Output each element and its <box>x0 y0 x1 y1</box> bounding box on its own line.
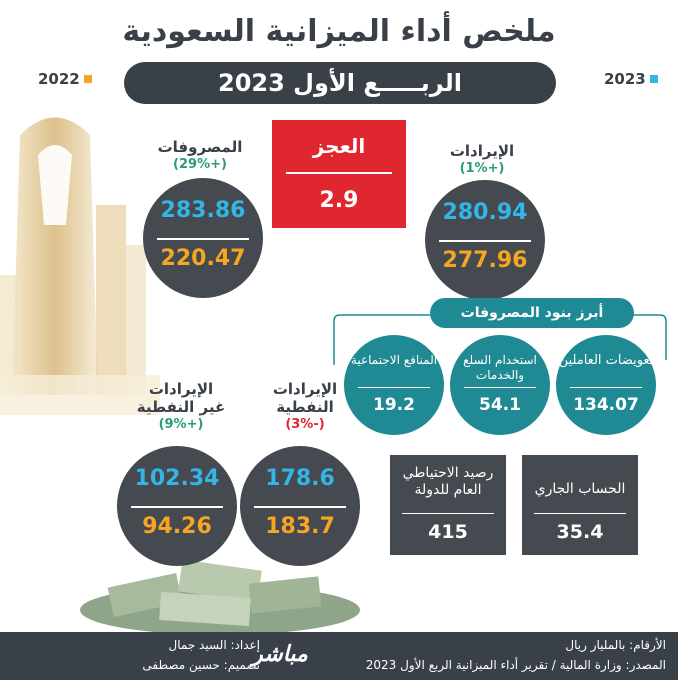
quarter-label: الربـــــع الأول 2023 <box>218 69 462 97</box>
quarter-banner: الربـــــع الأول 2023 <box>124 62 556 104</box>
footer-unit-note: الأرقام: بالمليار ريال <box>565 638 666 652</box>
oil-2022-value: 183.7 <box>265 514 335 539</box>
reserve-box: رصيد الاحتياطي العام للدولة 415 <box>390 455 506 555</box>
non-oil-label: الإيرادات غير النفطية (+9%) <box>106 380 256 434</box>
non-oil-subtitle: غير النفطية <box>136 398 226 416</box>
current-account-label: الحساب الجاري <box>534 481 626 497</box>
footer-source: المصدر: وزارة المالية / تقرير أداء الميز… <box>365 658 666 672</box>
top-expense-item: تعويضات العاملين 134.07 <box>556 335 656 435</box>
revenues-label: الإيرادات (+1%) <box>412 142 552 178</box>
skyline-illustration <box>0 117 160 415</box>
non-oil-2023-value: 102.34 <box>134 466 220 491</box>
expenses-2022-value: 220.47 <box>160 246 246 271</box>
revenues-circle: 280.94 277.96 <box>425 180 545 300</box>
page-title: ملخص أداء الميزانية السعودية <box>122 14 556 49</box>
legend-2023: 2023 <box>604 70 658 88</box>
top-expense-item: المنافع الاجتماعية 19.2 <box>344 335 444 435</box>
oil-subtitle: النفطية <box>276 398 334 416</box>
footer-designed-by: تصميم: حسين مصطفى <box>142 658 260 672</box>
revenues-2022-value: 277.96 <box>442 248 528 273</box>
current-account-value: 35.4 <box>556 521 604 543</box>
divider <box>131 506 223 508</box>
reserve-value: 415 <box>428 521 468 543</box>
revenues-change: (+1%) <box>459 161 505 176</box>
non-oil-title: الإيرادات <box>148 380 214 398</box>
oil-circle: 178.6 183.7 <box>240 446 360 566</box>
top-expense-item: استخدام السلع والخدمات 54.1 <box>450 335 550 435</box>
legend-2023-label: 2023 <box>604 70 646 88</box>
divider <box>402 513 494 514</box>
top-expenses-bracket <box>333 314 667 365</box>
deficit-label: العجز <box>312 134 366 158</box>
top-expense-label: المنافع الاجتماعية <box>350 353 438 367</box>
top-expense-value: 134.07 <box>573 395 639 415</box>
top-expense-label: تعويضات العاملين <box>558 353 654 368</box>
footer-prepared-by: إعداد: السيد جمال <box>168 638 261 652</box>
revenues-title: الإيرادات <box>449 142 515 160</box>
non-oil-circle: 102.34 94.26 <box>117 446 237 566</box>
deficit-value: 2.9 <box>319 188 359 213</box>
legend-2022: 2022 <box>38 70 92 88</box>
divider <box>570 387 642 388</box>
divider <box>464 387 536 388</box>
expenses-title: المصروفات <box>157 138 243 156</box>
top-expense-label: استخدام السلع والخدمات <box>463 353 537 382</box>
top-expense-value: 19.2 <box>373 395 415 415</box>
deficit-box: العجز 2.9 <box>272 120 406 228</box>
oil-label: الإيرادات النفطية (-3%) <box>230 380 380 434</box>
non-oil-2022-value: 94.26 <box>142 514 212 539</box>
expenses-circle: 283.86 220.47 <box>143 178 263 298</box>
legend-2022-label: 2022 <box>38 70 80 88</box>
divider <box>157 238 249 240</box>
expenses-label: المصروفات (+29%) <box>130 138 270 174</box>
divider <box>254 506 346 508</box>
divider <box>358 387 430 388</box>
legend-2023-swatch <box>649 75 658 83</box>
oil-change: (-3%) <box>285 417 325 432</box>
current-account-box: الحساب الجاري 35.4 <box>522 455 638 555</box>
divider <box>286 172 392 174</box>
money-pile-illustration <box>80 559 360 635</box>
top-expense-value: 54.1 <box>479 395 521 415</box>
top-expenses-title: أبرز بنود المصروفات <box>430 298 634 328</box>
oil-title: الإيرادات <box>272 380 338 398</box>
revenues-2023-value: 280.94 <box>442 200 528 225</box>
footer: إعداد: السيد جمال تصميم: حسين مصطفى مباش… <box>0 632 678 680</box>
non-oil-change: (+9%) <box>158 417 204 432</box>
expenses-change: (+29%) <box>173 157 227 172</box>
expenses-2023-value: 283.86 <box>160 198 246 223</box>
divider <box>534 513 626 514</box>
mubasher-logo: مباشر <box>252 642 308 667</box>
legend-2022-swatch <box>83 75 92 83</box>
oil-2023-value: 178.6 <box>265 466 335 491</box>
divider <box>439 240 531 242</box>
reserve-label: رصيد الاحتياطي العام للدولة <box>402 465 494 498</box>
